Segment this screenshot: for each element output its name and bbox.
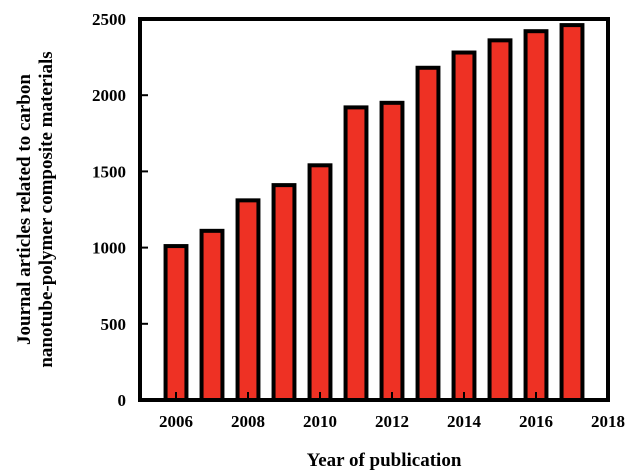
y-axis: 0 500 1000 1500 2000 2500 — [92, 10, 148, 410]
bars-group — [163, 23, 585, 403]
bar-2012 — [379, 100, 405, 402]
x-tick-label: 2018 — [591, 412, 625, 431]
bar-2015 — [487, 38, 513, 402]
y-tick-label: 2500 — [92, 10, 126, 29]
x-axis: 2006 2008 2010 2012 2014 2016 2018 — [159, 392, 625, 431]
y-tick-label: 2000 — [92, 86, 126, 105]
bar-2013 — [415, 65, 441, 402]
x-tick-label: 2010 — [303, 412, 337, 431]
bar-2014 — [451, 50, 477, 402]
bar-2008 — [235, 198, 261, 402]
y-axis-title-line-1: Journal articles related to carbon — [14, 74, 35, 345]
y-tick-label: 0 — [118, 391, 127, 410]
y-tick-label: 500 — [101, 315, 127, 334]
bar-2007 — [199, 228, 225, 402]
bar-2006 — [163, 244, 189, 402]
y-tick-label: 1500 — [92, 162, 126, 181]
y-axis-title-line-2: nanotube-polymer composite materials — [36, 51, 57, 367]
bar-2009 — [271, 183, 297, 402]
y-tick-label: 1000 — [92, 239, 126, 258]
x-tick-label: 2006 — [159, 412, 193, 431]
bar-2017 — [559, 23, 585, 402]
x-axis-title: Year of publication — [307, 450, 462, 471]
bar-2016 — [523, 29, 549, 403]
x-tick-label: 2012 — [375, 412, 409, 431]
bar-2011 — [343, 105, 369, 402]
x-tick-label: 2008 — [231, 412, 265, 431]
plot-frame — [138, 17, 610, 402]
x-tick-label: 2014 — [447, 412, 482, 431]
x-tick-label: 2016 — [519, 412, 553, 431]
bar-2010 — [307, 163, 333, 402]
